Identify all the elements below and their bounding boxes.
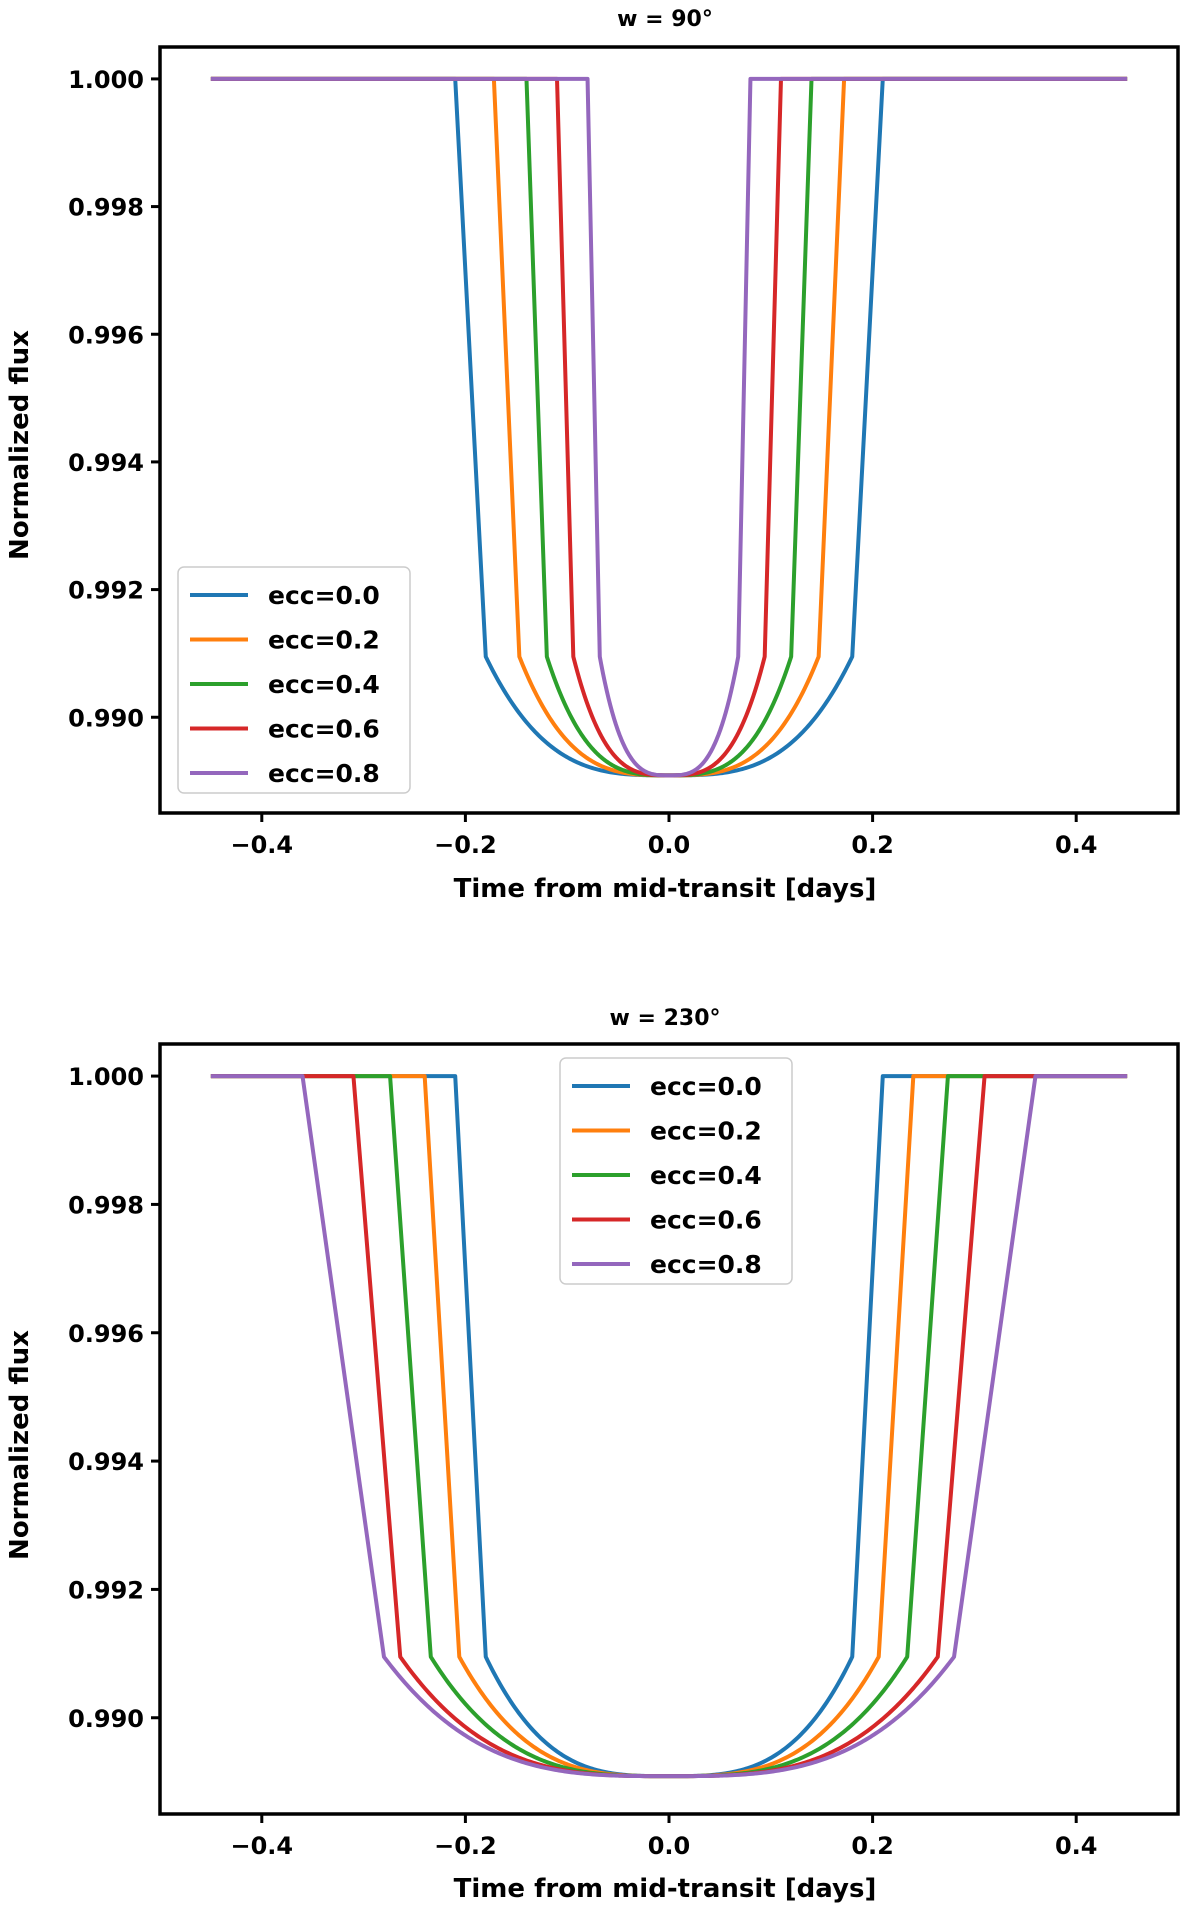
panel-2-xlabel: Time from mid-transit [days]: [454, 1874, 877, 1904]
panel-1-xtick-label: 0.2: [851, 831, 894, 859]
panel-1-ytick-label: 0.998: [68, 194, 144, 222]
panel-1-xlabel: Time from mid-transit [days]: [454, 874, 877, 904]
panel-2-ylabel: Normalized flux: [5, 1330, 35, 1560]
panel-2-legend-label: ecc=0.2: [650, 1117, 762, 1146]
panel-2-xtick-label: 0.0: [648, 1832, 691, 1860]
panel-2-legend-box: [559, 1057, 793, 1285]
panel-2-title: w = 230°: [610, 1006, 721, 1031]
panel-2-lines: [210, 1074, 1128, 1779]
panel-2-legend-label: ecc=0.0: [650, 1072, 762, 1101]
panel-2-legend-label: ecc=0.8: [650, 1250, 762, 1279]
panel-1-xticks: −0.4 −0.2 0.0 0.2 0.4: [230, 813, 1097, 859]
panel-2-xtick-label: 0.4: [1055, 1832, 1098, 1860]
panel-1-legend-label: ecc=0.2: [268, 626, 380, 655]
panel-2-yticks: 0.990 0.992 0.994 0.996 0.998 1.000: [68, 1063, 160, 1733]
panel-1-ylabel: Normalized flux: [5, 330, 35, 560]
panel-2-xticks: −0.4 −0.2 0.0 0.2 0.4: [230, 1814, 1097, 1860]
panel-1-xtick-label: 0.4: [1055, 831, 1098, 859]
panel-2: w = 230° Time from mid-transit [days] No…: [5, 1006, 1180, 1904]
panel-1-legend-box: [177, 566, 411, 794]
panel-1-xtick-label: 0.0: [648, 831, 691, 859]
panel-1-title: w = 90°: [617, 7, 713, 32]
panel-1-ytick-label: 0.990: [68, 704, 144, 732]
panel-1-series-4-line: [210, 76, 1128, 778]
panel-2-xtick-label: −0.4: [230, 1832, 293, 1860]
panel-2-legend-label: ecc=0.4: [650, 1161, 762, 1190]
panel-1-ytick-label: 1.000: [68, 66, 144, 94]
panel-2-xtick-label: −0.2: [434, 1832, 497, 1860]
panel-2-ytick-label: 0.994: [68, 1448, 144, 1476]
panel-1-legend-label: ecc=0.8: [268, 759, 380, 788]
panel-2-ytick-label: 1.000: [68, 1063, 144, 1091]
panel-2-xtick-label: 0.2: [851, 1832, 894, 1860]
panel-2-legend: ecc=0.0 ecc=0.2 ecc=0.4 ecc=0.6 ecc=0.8: [559, 1057, 793, 1285]
panel-1-ytick-label: 0.992: [68, 577, 144, 605]
panel-1-xtick-label: −0.4: [230, 831, 293, 859]
panel-1-yticks: 0.990 0.992 0.994 0.996 0.998 1.000: [68, 66, 160, 732]
panel-1: w = 90° Time from mid-transit [days] Nor…: [5, 7, 1180, 904]
panel-1-legend-label: ecc=0.4: [268, 670, 380, 699]
panel-1-legend-label: ecc=0.6: [268, 715, 380, 744]
panel-1-xtick-label: −0.2: [434, 831, 497, 859]
panel-2-ytick-label: 0.992: [68, 1576, 144, 1604]
panel-1-ytick-label: 0.994: [68, 449, 144, 477]
panel-2-legend-label: ecc=0.6: [650, 1206, 762, 1235]
panel-2-series-4-line: [210, 1074, 1128, 1779]
panel-1-legend: ecc=0.0 ecc=0.2 ecc=0.4 ecc=0.6 ecc=0.8: [177, 566, 411, 794]
panel-2-ytick-label: 0.998: [68, 1191, 144, 1219]
panel-1-lines: [210, 76, 1128, 778]
panel-2-ytick-label: 0.990: [68, 1705, 144, 1733]
panel-2-ytick-label: 0.996: [68, 1320, 144, 1348]
panel-1-legend-label: ecc=0.0: [268, 581, 380, 610]
panel-1-ytick-label: 0.996: [68, 321, 144, 349]
